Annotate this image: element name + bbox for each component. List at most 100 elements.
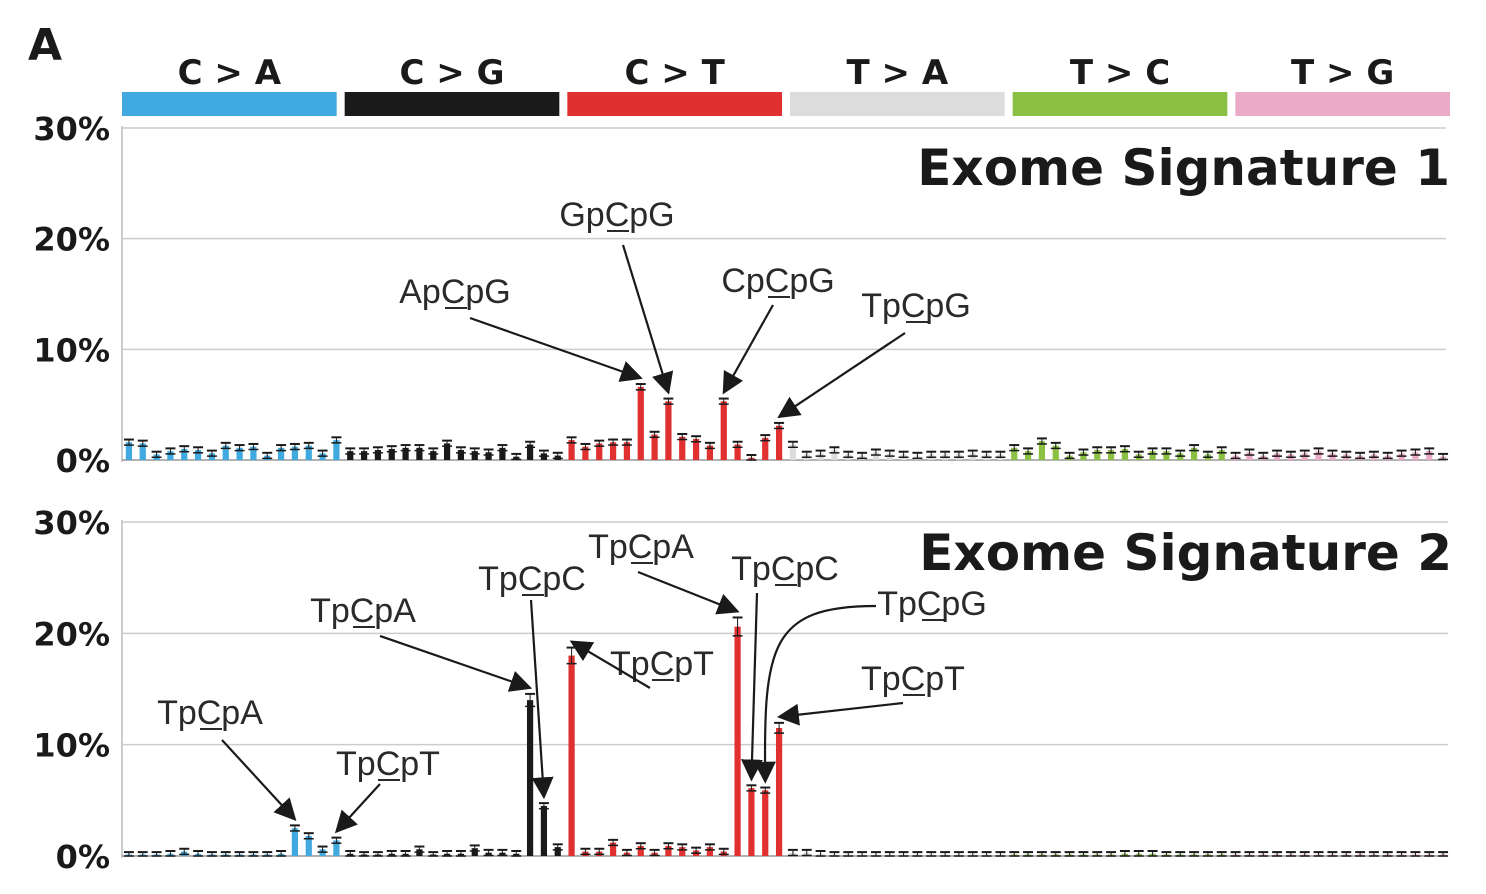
error-bar: [372, 851, 383, 857]
error-bar: [718, 397, 729, 405]
bar: [471, 848, 478, 856]
error-bar: [276, 444, 287, 452]
bar: [139, 443, 146, 460]
error-bar: [857, 851, 868, 857]
error-bar: [220, 441, 231, 450]
bar: [526, 700, 534, 856]
bar: [181, 448, 188, 460]
error-bar: [220, 851, 231, 857]
error-bar: [621, 438, 632, 446]
bar: [402, 447, 409, 460]
bar: [222, 445, 229, 460]
bar: [1107, 450, 1115, 460]
error-bar: [1161, 851, 1172, 857]
error-bar: [1244, 448, 1255, 456]
y-tick-label: 20%: [33, 615, 110, 653]
bar: [637, 386, 644, 460]
error-bar: [1382, 451, 1393, 460]
error-bar: [1396, 851, 1407, 857]
error-bar: [455, 446, 466, 454]
error-bar: [635, 383, 646, 391]
category-bar-t-g: [1235, 92, 1450, 116]
bar: [665, 845, 672, 856]
error-bar: [1189, 444, 1200, 452]
annotation-arrow: [221, 739, 297, 822]
bar: [651, 434, 658, 460]
error-bar: [1064, 851, 1075, 857]
error-bar: [1202, 450, 1213, 458]
bar: [485, 452, 492, 460]
error-bar: [455, 849, 466, 857]
error-bar: [801, 450, 812, 458]
error-bar: [898, 450, 909, 458]
error-bar: [1023, 851, 1034, 857]
bar: [596, 443, 603, 460]
annotation-label: TpCpC: [731, 550, 839, 588]
error-bar: [1147, 447, 1158, 455]
error-bar: [594, 439, 605, 447]
annotation-arrow: [469, 316, 643, 382]
error-bar: [303, 832, 314, 840]
error-bar: [428, 851, 439, 857]
error-bar: [1313, 851, 1324, 857]
error-bar: [940, 851, 951, 857]
error-bar: [262, 851, 273, 857]
error-bar: [303, 441, 314, 450]
bar: [582, 446, 589, 460]
error-bar: [386, 849, 397, 857]
bar: [1094, 450, 1101, 460]
error-bar: [912, 451, 923, 460]
error-bar: [137, 851, 148, 857]
y-tick-label: 0%: [56, 838, 110, 876]
bar: [526, 444, 534, 460]
annotation-arrow: [776, 701, 904, 726]
error-bar: [1438, 851, 1449, 857]
bar: [333, 840, 340, 856]
bar: [194, 450, 202, 460]
category-label-c-a: C > A: [178, 53, 282, 93]
bar: [720, 401, 727, 460]
annotation-tpcpt: TpCpT: [334, 745, 440, 834]
error-bar: [1216, 851, 1227, 857]
error-bar: [442, 849, 453, 857]
error-bar: [594, 847, 605, 856]
error-bar: [649, 848, 660, 857]
error-bar: [206, 851, 217, 857]
bar: [1426, 451, 1433, 460]
bar: [333, 440, 340, 460]
bar: [305, 445, 312, 460]
error-bar: [884, 449, 895, 457]
error-bar: [372, 446, 383, 454]
error-bar: [870, 851, 881, 857]
error-bar: [1396, 449, 1407, 457]
error-bar: [165, 447, 176, 455]
error-bar: [1299, 851, 1310, 857]
bar: [665, 401, 672, 460]
error-bar: [1106, 851, 1117, 857]
bar: [125, 442, 133, 460]
error-bar: [1119, 445, 1130, 453]
category-bar-c-t: [567, 92, 782, 116]
category-header: C > A C > G C > T T > A T > C T > G: [122, 53, 1450, 116]
bar: [443, 443, 451, 460]
error-bar: [193, 446, 204, 454]
error-bar: [995, 450, 1006, 458]
panel-title: Exome Signature 1: [917, 139, 1450, 197]
error-bar: [123, 438, 134, 446]
error-bar: [1368, 851, 1379, 857]
error-bar: [552, 843, 563, 851]
error-bar: [1285, 851, 1296, 857]
error-bar: [1050, 851, 1061, 857]
annotation-apcpg: ApCpG: [399, 273, 643, 382]
error-bar: [123, 851, 134, 857]
error-bar: [677, 432, 688, 441]
bar: [416, 447, 423, 460]
error-bar: [206, 449, 217, 457]
error-bar: [829, 851, 840, 857]
bar: [568, 440, 575, 460]
bar: [1190, 447, 1198, 460]
error-bar: [898, 851, 909, 857]
bar: [775, 727, 783, 856]
category-bar-c-a: [122, 92, 337, 116]
error-bar: [1036, 437, 1047, 445]
